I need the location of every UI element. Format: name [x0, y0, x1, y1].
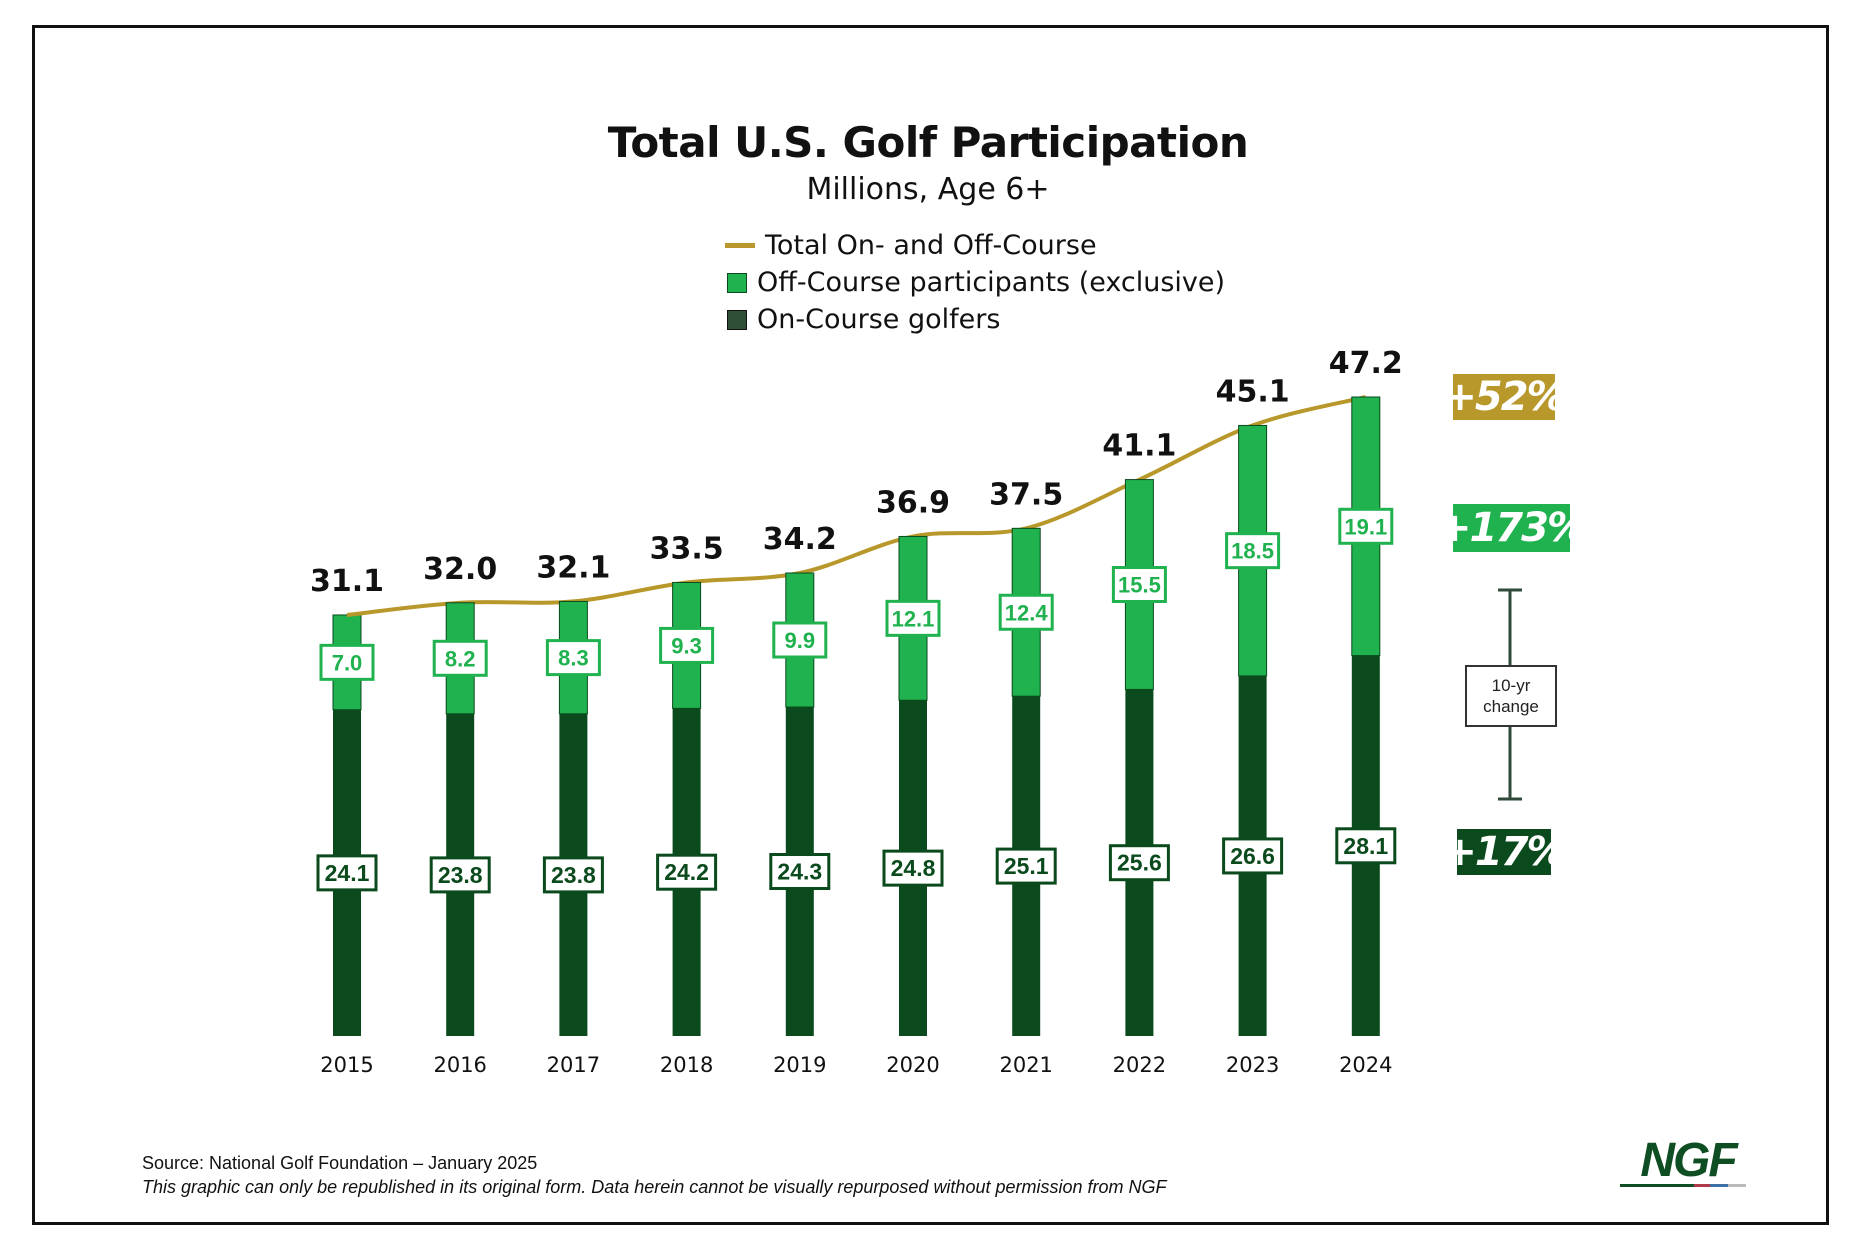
x-tick-label: 2017 — [547, 1053, 600, 1077]
off-course-label-box — [545, 639, 601, 677]
total-data-label: 33.5 — [650, 531, 724, 566]
label-line: 10-yr — [1491, 676, 1531, 695]
on-course-label-box — [1222, 837, 1284, 875]
change-on-course-badge: +17% — [1443, 829, 1567, 875]
off-course-data-label: 12.1 — [892, 606, 935, 631]
x-tick-label: 2021 — [999, 1053, 1052, 1077]
svg-text:NGF: NGF — [1640, 1138, 1739, 1187]
on-course-data-label: 23.8 — [551, 862, 596, 888]
on-course-data-label: 26.6 — [1230, 843, 1275, 869]
off-course-data-label: 7.0 — [332, 650, 363, 675]
legend-swatch — [727, 272, 747, 293]
on-course-data-label: 25.6 — [1117, 850, 1162, 876]
source-text: Source: National Golf Foundation – Janua… — [142, 1153, 538, 1173]
total-data-label: 31.1 — [310, 564, 384, 599]
ngf-logo: NGF — [1620, 1138, 1746, 1187]
legend-item-total: Total On- and Off-Course — [725, 230, 1097, 261]
off-course-label-box — [659, 626, 715, 664]
off-course-label-box — [1338, 507, 1394, 545]
off-course-label-box — [998, 593, 1054, 631]
on-course-label-box — [995, 847, 1057, 885]
legend-label: Total On- and Off-Course — [765, 230, 1097, 261]
x-tick-label: 2022 — [1113, 1053, 1166, 1077]
total-data-label: 45.1 — [1216, 374, 1290, 409]
x-tick-label: 2016 — [433, 1053, 486, 1077]
total-data-label: 32.0 — [423, 552, 497, 587]
on-course-data-label: 24.2 — [664, 859, 709, 885]
legend-label: On-Course golfers — [757, 304, 1001, 335]
x-tick-label: 2020 — [886, 1053, 939, 1077]
x-tick-label: 2015 — [320, 1053, 373, 1077]
on-course-data-label: 23.8 — [438, 862, 483, 888]
off-course-data-label: 18.5 — [1231, 539, 1274, 564]
change-total-badge: +52% — [1443, 374, 1567, 420]
change-off-course-badge: +173% — [1437, 504, 1587, 552]
on-course-label-box — [882, 849, 944, 887]
off-course-data-label: 12.4 — [1005, 600, 1049, 625]
off-course-data-label: 19.1 — [1344, 514, 1387, 539]
total-data-label: 47.2 — [1329, 346, 1403, 381]
legend-line-swatch — [725, 243, 755, 248]
off-course-label-box — [319, 643, 375, 681]
chart-title: Total U.S. Golf Participation — [607, 118, 1249, 167]
off-course-label-box — [772, 621, 828, 659]
chart-frame — [32, 25, 1829, 1225]
on-course-data-label: 28.1 — [1343, 833, 1388, 859]
on-course-label-box — [769, 853, 831, 891]
total-data-label: 34.2 — [763, 522, 837, 557]
total-data-label: 41.1 — [1102, 429, 1176, 464]
legend-item-on-course: On-Course golfers — [725, 304, 1000, 335]
on-course-label-box — [1335, 827, 1397, 865]
on-course-label-box — [429, 856, 491, 894]
label-line: change — [1483, 697, 1539, 716]
off-course-data-label: 8.2 — [445, 646, 476, 671]
ten-year-change-label: 10-yr change — [1465, 665, 1557, 727]
off-course-label-box — [1225, 532, 1281, 570]
legend-item-off-course: Off-Course participants (exclusive) — [725, 267, 1225, 298]
on-course-data-label: 24.8 — [891, 855, 936, 881]
off-course-data-label: 15.5 — [1118, 573, 1161, 598]
off-course-label-box — [885, 599, 941, 637]
on-course-label-box — [316, 854, 378, 892]
chart-subtitle: Millions, Age 6+ — [806, 172, 1050, 207]
on-course-label-box — [656, 853, 718, 891]
total-data-label: 32.1 — [536, 550, 610, 585]
total-data-label: 36.9 — [876, 485, 950, 520]
off-course-data-label: 8.3 — [558, 646, 589, 671]
total-data-label: 37.5 — [989, 477, 1063, 512]
on-course-label-box — [542, 856, 604, 894]
x-tick-label: 2019 — [773, 1053, 826, 1077]
x-tick-label: 2024 — [1339, 1053, 1392, 1077]
x-tick-label: 2023 — [1226, 1053, 1279, 1077]
on-course-label-box — [1108, 844, 1170, 882]
x-tick-label: 2018 — [660, 1053, 713, 1077]
off-course-label-box — [432, 639, 488, 677]
off-course-label-box — [1111, 566, 1167, 604]
off-course-data-label: 9.3 — [671, 633, 702, 658]
on-course-data-label: 24.1 — [325, 860, 370, 886]
legend-label: Off-Course participants (exclusive) — [757, 267, 1226, 298]
total-line — [346, 395, 1367, 617]
disclaimer-text: This graphic can only be republished in … — [142, 1177, 1167, 1197]
off-course-data-label: 9.9 — [785, 628, 816, 653]
on-course-data-label: 24.3 — [777, 859, 822, 885]
on-course-data-label: 25.1 — [1004, 853, 1049, 879]
legend-swatch — [727, 309, 747, 330]
